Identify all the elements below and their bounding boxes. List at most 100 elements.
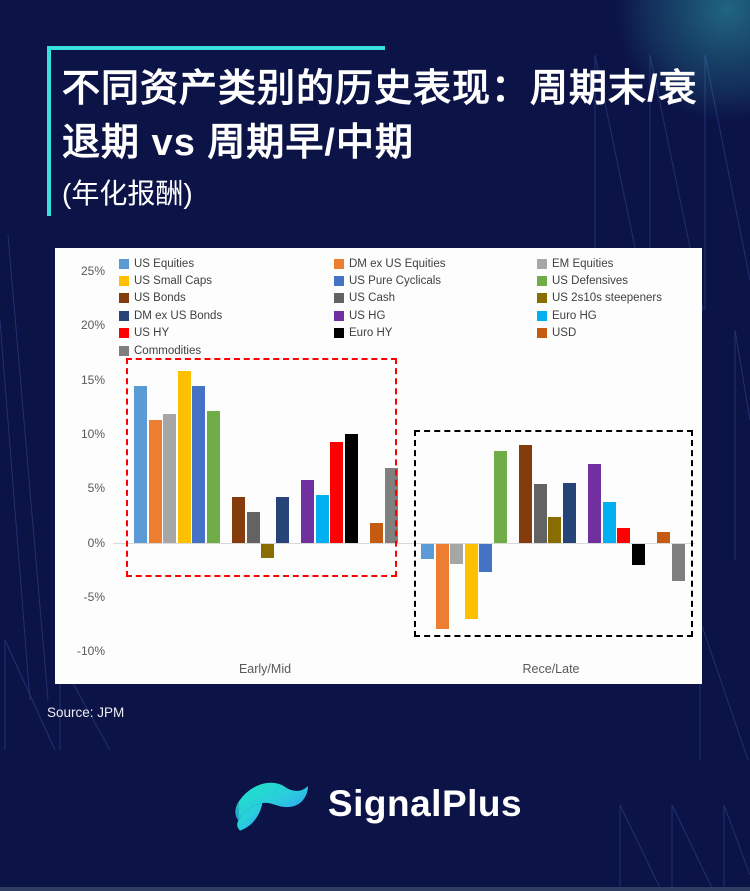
bar-rece-late-us-hg (588, 463, 601, 543)
bar-early-mid-usd (370, 523, 383, 543)
legend-label-dm-ex-us-bonds: DM ex US Bonds (134, 309, 223, 322)
bar-early-mid-us-2s10s-steepeners (261, 544, 274, 559)
legend-item-dm-ex-us-bonds: DM ex US Bonds (119, 310, 334, 322)
legend-item-em-equities: EM Equities (537, 258, 662, 270)
legend-swatch-us-equities (119, 258, 129, 269)
signalplus-logo-icon (235, 782, 308, 831)
bar-early-mid-commodities (384, 468, 398, 543)
legend-swatch-us-small-caps (119, 276, 129, 287)
legend-label-us-cash: US Cash (349, 292, 396, 305)
legend-item-euro-hy: Euro HY (334, 327, 537, 339)
legend-swatch-us-bonds (119, 293, 129, 304)
y-tick-25: 25% (80, 264, 105, 278)
legend-item-us-hy: US HY (119, 327, 334, 339)
legend-label-us-equities: US Equities (134, 257, 195, 270)
page-title: 不同资产类别的历史表现：周期末/衰 退期 vs 周期早/中期 (年化报酬) (62, 62, 722, 218)
legend-swatch-dm-ex-us-equities (334, 258, 344, 269)
y-tick-0: 0% (87, 535, 105, 550)
legend-label-euro-hg: Euro HG (552, 309, 597, 322)
legend-label-us-2s10s-steepeners: US 2s10s steepeners (552, 292, 662, 305)
chart-panel: US Equities DM ex US Equities EM Equities U… (55, 248, 702, 684)
bar-rece-late-us-pure-cyclicals (479, 544, 492, 573)
bar-rece-late-us-hy (617, 527, 630, 543)
bar-early-mid-us-small-caps (177, 371, 191, 543)
bar-early-mid-euro-hy (344, 434, 358, 543)
bar-rece-late-dm-ex-us-equities (435, 544, 449, 629)
bar-early-mid-us-cash (246, 511, 260, 543)
legend-label-em-equities: EM Equities (552, 257, 614, 270)
legend-label-usd: USD (552, 327, 577, 340)
legend-swatch-euro-hg (537, 310, 547, 321)
y-tick--10: -10% (76, 644, 105, 659)
legend-label-us-hy: US HY (134, 327, 170, 340)
legend-swatch-us-2s10s-steepeners (537, 293, 547, 304)
bar-early-mid-us-pure-cyclicals (192, 385, 205, 543)
legend-label-us-defensives: US Defensives (552, 275, 629, 288)
legend-label-euro-hy: Euro HY (349, 327, 393, 340)
chart-legend: US Equities DM ex US Equities EM Equities U… (119, 255, 662, 359)
legend-label-us-pure-cyclicals: US Pure Cyclicals (349, 275, 442, 288)
early-mid-highlight-box (126, 358, 397, 577)
brand-logo: SignalPlus (0, 768, 750, 840)
bar-rece-late-euro-hy (631, 544, 645, 565)
legend-swatch-em-equities (537, 258, 547, 269)
legend-item-euro-hg: Euro HG (537, 310, 662, 322)
legend-item-us-bonds: US Bonds (119, 292, 334, 304)
legend-swatch-us-defensives (537, 276, 547, 287)
bar-early-mid-us-hg (301, 480, 314, 543)
bar-rece-late-us-2s10s-steepeners (548, 516, 561, 543)
legend-label-commodities: Commodities (134, 344, 202, 357)
bottom-strip (0, 887, 750, 891)
legend-label-us-small-caps: US Small Caps (134, 275, 212, 288)
legend-item-dm-ex-us-equities: DM ex US Equities (334, 258, 537, 270)
legend-swatch-commodities (119, 345, 129, 356)
y-tick-15: 15% (80, 372, 105, 387)
legend-item-us-equities: US Equities (119, 258, 334, 270)
bar-rece-late-us-small-caps (464, 544, 478, 619)
zero-gridline (113, 543, 695, 544)
signalplus-logo-text: SignalPlus (327, 783, 523, 824)
bar-early-mid-dm-ex-us-bonds (275, 497, 289, 543)
bar-early-mid-us-defensives (206, 410, 220, 543)
title-line-1: 不同资产类别的历史表现：周期末/衰 (62, 68, 698, 110)
legend-item-us-pure-cyclicals: US Pure Cyclicals (334, 275, 537, 287)
legend-label-us-hg: US HG (349, 309, 386, 322)
legend-item-us-defensives: US Defensives (537, 275, 662, 287)
title-accent-top-bar (47, 46, 385, 50)
rece-late-highlight-box (414, 430, 693, 637)
bar-rece-late-us-defensives (493, 450, 507, 543)
legend-swatch-usd (537, 328, 547, 339)
legend-item-commodities: Commodities (119, 345, 334, 357)
legend-swatch-dm-ex-us-bonds (119, 310, 129, 321)
y-tick--5: -5% (83, 589, 105, 604)
bar-early-mid-us-bonds (232, 497, 245, 543)
legend-label-us-bonds: US Bonds (134, 292, 186, 305)
title-accent-left-bar (47, 46, 51, 216)
bar-early-mid-euro-hg (315, 495, 329, 543)
legend-swatch-euro-hy (334, 328, 344, 339)
legend-item-us-small-caps: US Small Caps (119, 275, 334, 287)
y-tick-20: 20% (80, 318, 105, 333)
legend-item-us-cash: US Cash (334, 292, 537, 304)
title-line-2: 退期 vs 周期早/中期 (62, 122, 414, 164)
title-subtitle: (年化报酬) (62, 178, 193, 209)
bar-rece-late-us-equities (421, 544, 434, 560)
category-label-rece-late: Rece/Late (522, 662, 580, 676)
bar-early-mid-us-equities (134, 385, 147, 543)
category-label-early-mid: Early/Mid (238, 662, 292, 676)
legend-swatch-us-hg (334, 310, 344, 321)
legend-item-us-2s10s-steepeners: US 2s10s steepeners (537, 292, 662, 304)
legend-swatch-us-pure-cyclicals (334, 276, 344, 287)
legend-label-dm-ex-us-equities: DM ex US Equities (349, 257, 446, 270)
bar-early-mid-dm-ex-us-equities (148, 420, 162, 543)
bar-rece-late-us-bonds (519, 445, 532, 543)
legend-swatch-us-hy (119, 328, 129, 339)
bar-rece-late-us-cash (533, 484, 547, 543)
y-tick-10: 10% (80, 426, 105, 441)
bar-rece-late-commodities (671, 544, 685, 581)
bar-rece-late-dm-ex-us-bonds (562, 483, 576, 543)
bar-rece-late-usd (657, 532, 670, 543)
bar-rece-late-em-equities (450, 544, 463, 564)
bar-early-mid-us-hy (330, 442, 343, 543)
